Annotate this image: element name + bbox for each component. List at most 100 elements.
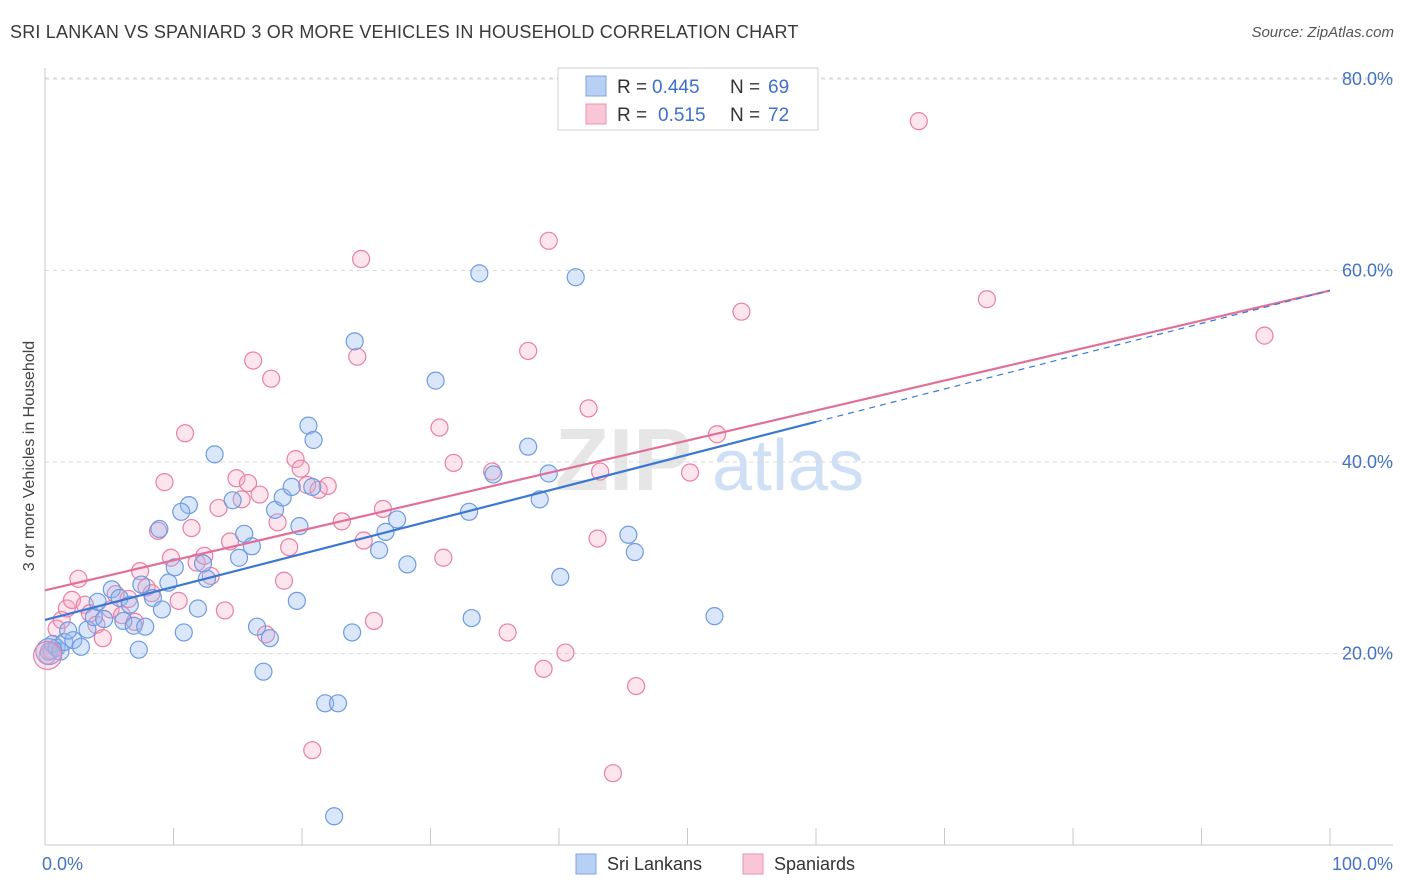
sri-lankan-point-63 [566, 268, 585, 287]
watermark-atlas: atlas [712, 426, 864, 506]
sri-lankan-point-10 [95, 609, 114, 629]
spaniard-point-55 [444, 453, 463, 473]
sri-lankan-point-45 [316, 694, 335, 713]
spaniard-point-31 [227, 469, 246, 488]
spaniard-point-52 [373, 499, 393, 519]
legend-n-label-2: N = [730, 105, 760, 126]
sri-lankan-point-59 [519, 437, 538, 456]
spaniard-point-29 [215, 601, 234, 620]
legend-box: R = 0.445 N = 69 R = 0.515 N = 72 [557, 67, 819, 131]
spaniard-point-37 [262, 369, 281, 388]
spaniard-point-60 [539, 231, 558, 250]
sri-lankan-point-54 [426, 371, 445, 390]
spaniard-point-65 [603, 764, 623, 783]
sri-lankan-point-6 [71, 637, 91, 656]
sri-lankan-point-4 [55, 632, 74, 652]
sri-lankan-point-15 [132, 575, 151, 594]
spaniard-point-20 [155, 473, 174, 492]
legend-n-value-1: 69 [768, 77, 789, 98]
spaniard-point-2 [47, 619, 66, 638]
sri-lankan-point-28 [193, 554, 213, 573]
spaniard-point-63 [588, 529, 607, 548]
spaniard-point-67 [680, 463, 700, 482]
legend-r-value-1: 0.445 [652, 77, 700, 98]
chart-title: SRI LANKAN VS SPANIARD 3 OR MORE VEHICLE… [10, 22, 799, 42]
sri-lankan-point-56 [462, 608, 481, 628]
sri-lankan-point-23 [174, 623, 193, 642]
sri-lankan-point-44 [303, 477, 322, 496]
legend-r-label-2: R = [617, 105, 647, 126]
y-tick-label-80: 80.0% [1342, 69, 1393, 89]
y-tick-label-40: 40.0% [1342, 452, 1393, 472]
axes: 20.0% 40.0% 60.0% 80.0% [44, 68, 1393, 846]
sri-lankan-point-39 [282, 477, 301, 496]
legend-swatch-pink [585, 103, 607, 125]
sri-lankan-point-22 [165, 558, 184, 577]
spaniard-point-70 [909, 112, 928, 131]
sri-lankan-point-42 [299, 416, 318, 435]
sri-lankan-point-17 [136, 617, 155, 636]
sri-lankan-point-68 [150, 519, 169, 539]
spaniard-point-72 [1255, 326, 1274, 345]
sri-lankan-point-31 [229, 548, 249, 567]
spaniard-point-42 [291, 459, 310, 478]
sri-lankan-point-25 [172, 502, 191, 521]
spaniard-point-39 [274, 571, 294, 590]
spaniard-point-10 [93, 629, 112, 648]
sri-lankan-point-38 [273, 488, 292, 507]
spaniard-point-46 [318, 476, 337, 496]
sri-lankan-trend-extension [815, 290, 1331, 423]
y-axis-label: 3 or more Vehicles in Household [21, 341, 38, 571]
spaniard-cluster-point [32, 640, 63, 671]
spaniard-point-71 [977, 290, 997, 309]
trend-lines [44, 289, 1331, 622]
sri-lankan-point-40 [287, 591, 306, 610]
bottom-legend-label-spaniards: Spaniards [774, 854, 855, 874]
sri-lankan-point-60 [530, 490, 549, 509]
spaniard-point-35 [250, 485, 269, 504]
source-label: Source: ZipAtlas.com [1251, 24, 1394, 41]
spaniard-point-58 [519, 341, 538, 361]
spaniard-point-51 [364, 611, 384, 631]
sri-lankan-point-46 [328, 694, 348, 713]
spaniard-trend-line [44, 289, 1331, 592]
spaniard-point-48 [348, 347, 367, 366]
spaniard-point-54 [430, 418, 449, 437]
sri-lankan-point-19 [152, 600, 172, 619]
sri-lankan-point-35 [254, 662, 273, 681]
sri-lankan-point-30 [223, 491, 242, 510]
sri-lankan-point-50 [370, 540, 389, 560]
sri-lankan-point-67 [59, 621, 78, 640]
sri-lankan-point-66 [705, 607, 724, 626]
sri-lankan-point-57 [470, 264, 489, 283]
spaniard-point-59 [534, 659, 553, 678]
sri-lankan-point-26 [188, 599, 208, 618]
sri-lankan-point-47 [325, 807, 344, 826]
sri-lankan-point-65 [625, 542, 644, 562]
spaniard-point-24 [182, 518, 201, 538]
sri-lankan-point-29 [205, 445, 224, 464]
bottom-legend-swatch-blue [575, 853, 597, 875]
spaniard-point-22 [169, 591, 188, 610]
sri-lankan-point-36 [260, 629, 279, 648]
x-tick-label-max: 100.0% [1332, 854, 1393, 874]
spaniard-point-33 [238, 473, 258, 493]
spaniard-point-61 [556, 643, 575, 662]
sri-lankan-point-58 [484, 465, 503, 484]
spaniard-point-44 [303, 741, 322, 760]
spaniard-point-69 [732, 302, 751, 321]
spaniard-point-57 [498, 623, 517, 642]
x-tick-label-min: 0.0% [42, 854, 83, 874]
bottom-legend-label-sri-lankans: Sri Lankans [607, 854, 702, 874]
y-tick-label-60: 60.0% [1342, 261, 1393, 281]
sri-lankan-point-52 [387, 510, 407, 529]
sri-lankan-point-53 [398, 555, 417, 574]
legend-r-label-1: R = [617, 77, 647, 98]
spaniard-point-34 [244, 351, 263, 370]
spaniard-point-40 [280, 538, 299, 557]
spaniard-point-53 [434, 548, 453, 567]
bottom-legend-swatch-pink [742, 853, 764, 875]
spaniard-point-41 [286, 450, 305, 469]
y-tick-label-20: 20.0% [1342, 644, 1393, 664]
